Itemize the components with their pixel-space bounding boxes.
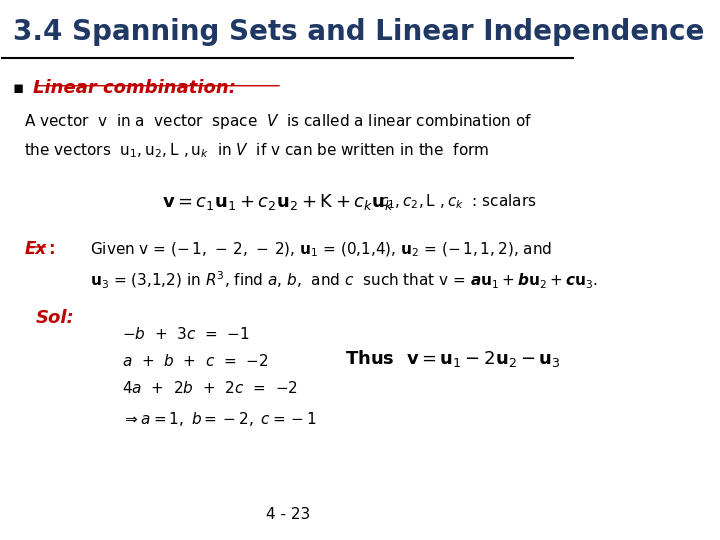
Text: A vector  v  in a  vector  space  $\mathit{V}$  is called a linear combination o: A vector v in a vector space $\mathit{V}… — [24, 112, 533, 131]
Text: Given v = $(-\,1,\,-\,2,\,-\,2)$, $\mathbf{u}_1$ = (0,1,4), $\mathbf{u}_2$ = $(-: Given v = $(-\,1,\,-\,2,\,-\,2)$, $\math… — [90, 240, 552, 259]
Text: 4 - 23: 4 - 23 — [266, 508, 310, 523]
Text: $\mathbf{v} = c_1\mathbf{u}_1 + c_2\mathbf{u}_2 + \mathrm{K} + c_k\mathbf{u}_k$: $\mathbf{v} = c_1\mathbf{u}_1 + c_2\math… — [162, 192, 394, 212]
Text: $4a$  +  $2b$  +  $2c$  =  $-2$: $4a$ + $2b$ + $2c$ = $-2$ — [122, 380, 297, 396]
Text: :: : — [48, 240, 55, 259]
Text: Sol:: Sol: — [36, 309, 74, 327]
Text: $a$  +  $b$  +  $c$  =  $-2$: $a$ + $b$ + $c$ = $-2$ — [122, 353, 269, 369]
Text: $-b$  +  $3c$  =  $-1$: $-b$ + $3c$ = $-1$ — [122, 326, 250, 342]
Text: $c_1, c_2, \mathrm{L}\ , c_k$  : scalars: $c_1, c_2, \mathrm{L}\ , c_k$ : scalars — [379, 192, 537, 211]
Text: Linear combination:: Linear combination: — [33, 79, 236, 97]
Text: the vectors  $\mathrm{u}_1,\mathrm{u}_2,\mathrm{L}\ ,\mathrm{u}_k$  in $\mathit{: the vectors $\mathrm{u}_1,\mathrm{u}_2,\… — [24, 141, 490, 160]
Text: Thus  $\mathbf{v} = \mathbf{u}_1 - 2\mathbf{u}_2 - \mathbf{u}_3$: Thus $\mathbf{v} = \mathbf{u}_1 - 2\math… — [345, 348, 561, 369]
Text: $\mathbf{u}_3$ = (3,1,2) in $R^3$, find $a$, $b$,  and $c$  such that v = $\bold: $\mathbf{u}_3$ = (3,1,2) in $R^3$, find … — [90, 270, 598, 291]
Text: 3.4 Spanning Sets and Linear Independence: 3.4 Spanning Sets and Linear Independenc… — [13, 17, 704, 45]
Text: ▪: ▪ — [13, 79, 24, 97]
Text: Ex: Ex — [24, 240, 46, 259]
Text: $\Rightarrow a = 1,\ b = -2,\ c = -1$: $\Rightarrow a = 1,\ b = -2,\ c = -1$ — [122, 410, 317, 428]
